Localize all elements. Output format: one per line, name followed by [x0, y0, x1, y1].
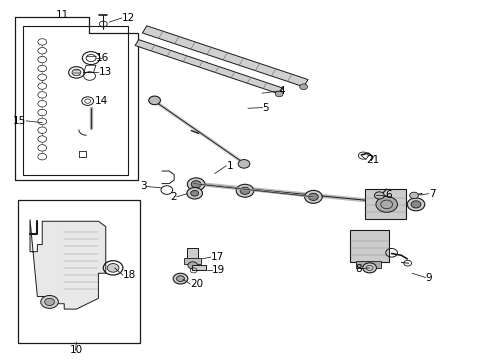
Text: 18: 18 — [123, 270, 136, 280]
Circle shape — [149, 96, 160, 105]
Circle shape — [45, 298, 54, 306]
Circle shape — [410, 192, 418, 199]
Circle shape — [107, 264, 119, 272]
Text: 20: 20 — [190, 279, 203, 289]
Text: 4: 4 — [278, 86, 285, 96]
Circle shape — [275, 91, 283, 97]
Circle shape — [376, 197, 397, 212]
Text: 21: 21 — [366, 154, 379, 165]
Bar — [365, 189, 406, 220]
Circle shape — [363, 263, 376, 273]
Bar — [350, 230, 389, 262]
Circle shape — [187, 188, 202, 199]
Text: 13: 13 — [98, 67, 112, 77]
Circle shape — [411, 201, 421, 208]
Polygon shape — [30, 220, 106, 309]
Bar — [192, 265, 206, 270]
Text: 15: 15 — [13, 116, 26, 126]
Text: 12: 12 — [122, 13, 135, 23]
Bar — [187, 248, 198, 259]
Circle shape — [368, 195, 386, 208]
Circle shape — [191, 190, 198, 196]
Circle shape — [309, 193, 318, 201]
Text: 9: 9 — [426, 273, 432, 283]
Bar — [184, 258, 201, 264]
Text: 1: 1 — [226, 161, 233, 171]
Circle shape — [300, 84, 308, 90]
Text: 19: 19 — [212, 265, 225, 275]
Circle shape — [188, 262, 197, 269]
Text: 3: 3 — [140, 181, 147, 192]
Polygon shape — [143, 26, 308, 87]
Circle shape — [407, 198, 425, 211]
Text: 5: 5 — [263, 103, 269, 113]
Circle shape — [191, 181, 201, 188]
Text: 8: 8 — [356, 264, 362, 274]
Circle shape — [72, 69, 81, 76]
Circle shape — [173, 273, 188, 284]
Text: 7: 7 — [429, 189, 435, 199]
Text: 11: 11 — [55, 10, 69, 20]
Bar — [356, 261, 381, 268]
Text: 6: 6 — [386, 190, 392, 200]
Text: 16: 16 — [96, 53, 109, 63]
Circle shape — [187, 178, 205, 191]
Bar — [18, 200, 140, 343]
Circle shape — [41, 296, 58, 309]
Circle shape — [176, 276, 184, 282]
Text: 2: 2 — [170, 192, 176, 202]
Text: 17: 17 — [211, 252, 224, 262]
Circle shape — [372, 198, 382, 205]
Circle shape — [305, 190, 322, 203]
Circle shape — [236, 184, 254, 197]
Circle shape — [374, 192, 384, 199]
Circle shape — [238, 159, 250, 168]
Circle shape — [240, 187, 250, 194]
Polygon shape — [135, 40, 283, 94]
Text: 14: 14 — [95, 96, 108, 106]
Text: 10: 10 — [70, 345, 83, 355]
Bar — [23, 26, 128, 175]
